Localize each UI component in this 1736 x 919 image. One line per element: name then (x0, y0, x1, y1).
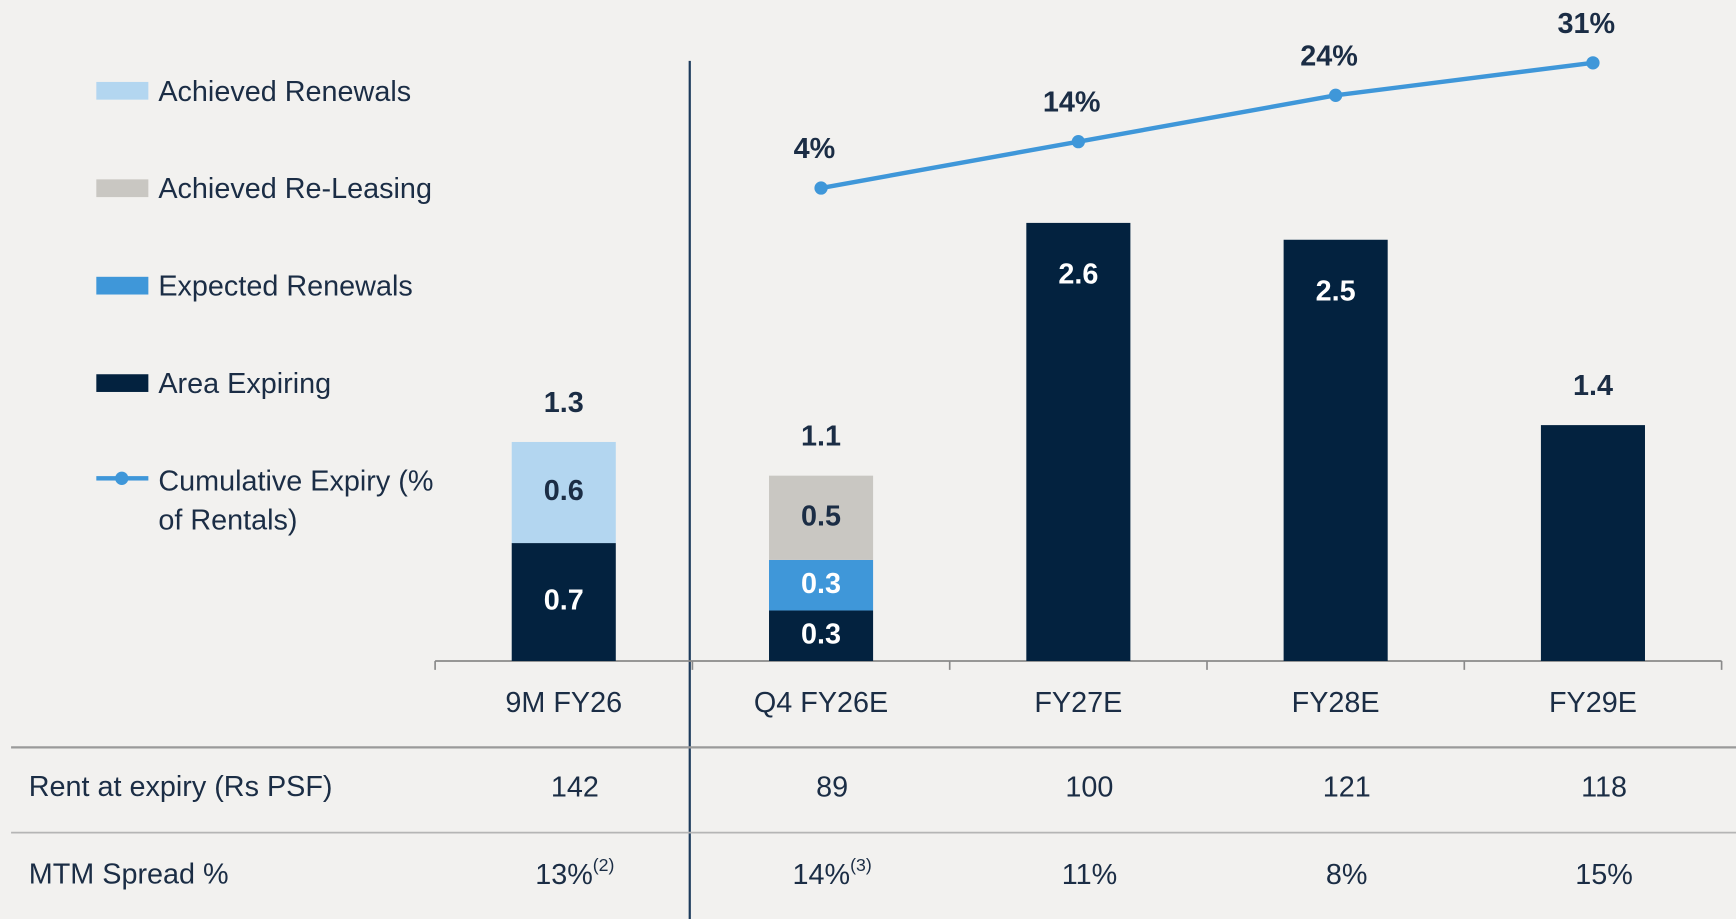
table-cell: 142 (551, 771, 599, 803)
bar-label: 2.6 (1058, 259, 1098, 291)
cell-value: 121 (1323, 771, 1371, 803)
x-tick-label: FY29E (1549, 687, 1637, 719)
line-point (1586, 56, 1600, 70)
bar-segment (511, 441, 616, 544)
bar-segment (1026, 222, 1131, 662)
cell-value: 13% (535, 858, 593, 890)
total-label: 1.1 (801, 421, 841, 453)
bar-label: 0.3 (801, 568, 841, 600)
legend-item: Cumulative Expiry (% of Rentals) (96, 458, 461, 555)
table-cell: 100 (1065, 771, 1113, 803)
line-label: 4% (794, 133, 836, 165)
bar-segment (769, 475, 874, 560)
cell-value: 15% (1575, 858, 1633, 890)
cell-value: 89 (816, 771, 848, 803)
row-label: MTM Spread % (29, 858, 229, 890)
legend-dot (115, 471, 129, 485)
legend: Achieved Renewals Achieved Re-Leasing Expe… (96, 69, 461, 556)
table-cell: 11% (1062, 858, 1117, 890)
legend-swatch (96, 81, 149, 100)
legend-item: Achieved Renewals (96, 69, 461, 166)
line-point (814, 181, 828, 195)
line-point (1329, 88, 1343, 102)
line-label: 31% (1558, 8, 1616, 40)
table-cell: 15% (1575, 858, 1633, 890)
x-tick-label: FY27E (1034, 687, 1122, 719)
cell-value: 118 (1581, 771, 1627, 803)
legend-item: Expected Renewals (96, 264, 461, 361)
cell-value: 142 (551, 771, 599, 803)
bar-segment (511, 543, 616, 662)
bar-label: 0.5 (801, 500, 841, 532)
table-cell: 118 (1581, 771, 1627, 803)
legend-swatch (96, 374, 149, 392)
row-label: Rent at expiry (Rs PSF) (29, 771, 333, 803)
table-cell: 89 (816, 771, 848, 803)
legend-swatch (96, 179, 149, 198)
line-label: 24% (1300, 40, 1358, 72)
bar-label: 2.5 (1316, 276, 1356, 308)
x-tick-label: 9M FY26 (505, 687, 622, 719)
bar-segment (769, 559, 874, 611)
legend-item: Area Expiring (96, 361, 461, 458)
line-point (1071, 135, 1085, 149)
cell-value: 100 (1065, 771, 1113, 803)
table-cell: 13%(2) (535, 855, 614, 891)
bar-label: 0.3 (801, 618, 841, 650)
cell-value: 14% (793, 858, 851, 890)
bar-label: 0.7 (544, 585, 584, 617)
footnote: (2) (593, 855, 615, 875)
bar-segment (1283, 239, 1388, 662)
line-label: 14% (1043, 87, 1101, 119)
table-cell: 8% (1326, 858, 1368, 890)
legend-label: Achieved Re-Leasing (158, 171, 432, 205)
total-label: 1.3 (544, 387, 584, 419)
total-label: 1.4 (1573, 370, 1613, 402)
legend-swatch (96, 471, 149, 485)
line (820, 60, 1594, 191)
legend-label: Cumulative Expiry (% of Rentals) (158, 463, 434, 536)
table-cell: 121 (1323, 771, 1371, 803)
footnote: (3) (850, 855, 872, 875)
x-tick-label: FY28E (1292, 687, 1380, 719)
legend-label: Achieved Renewals (158, 74, 412, 108)
legend-label: Area Expiring (158, 366, 332, 400)
legend-swatch (96, 276, 149, 295)
cell-value: 11% (1062, 858, 1117, 890)
bar-segment (1540, 425, 1645, 662)
bar-segment (769, 610, 874, 662)
legend-item: Achieved Re-Leasing (96, 166, 461, 263)
table-cell: 14%(3) (793, 855, 872, 891)
bar-label: 0.6 (544, 475, 584, 507)
cell-value: 8% (1326, 858, 1368, 890)
x-tick-label: Q4 FY26E (754, 687, 888, 719)
legend-label: Expected Renewals (158, 269, 413, 303)
